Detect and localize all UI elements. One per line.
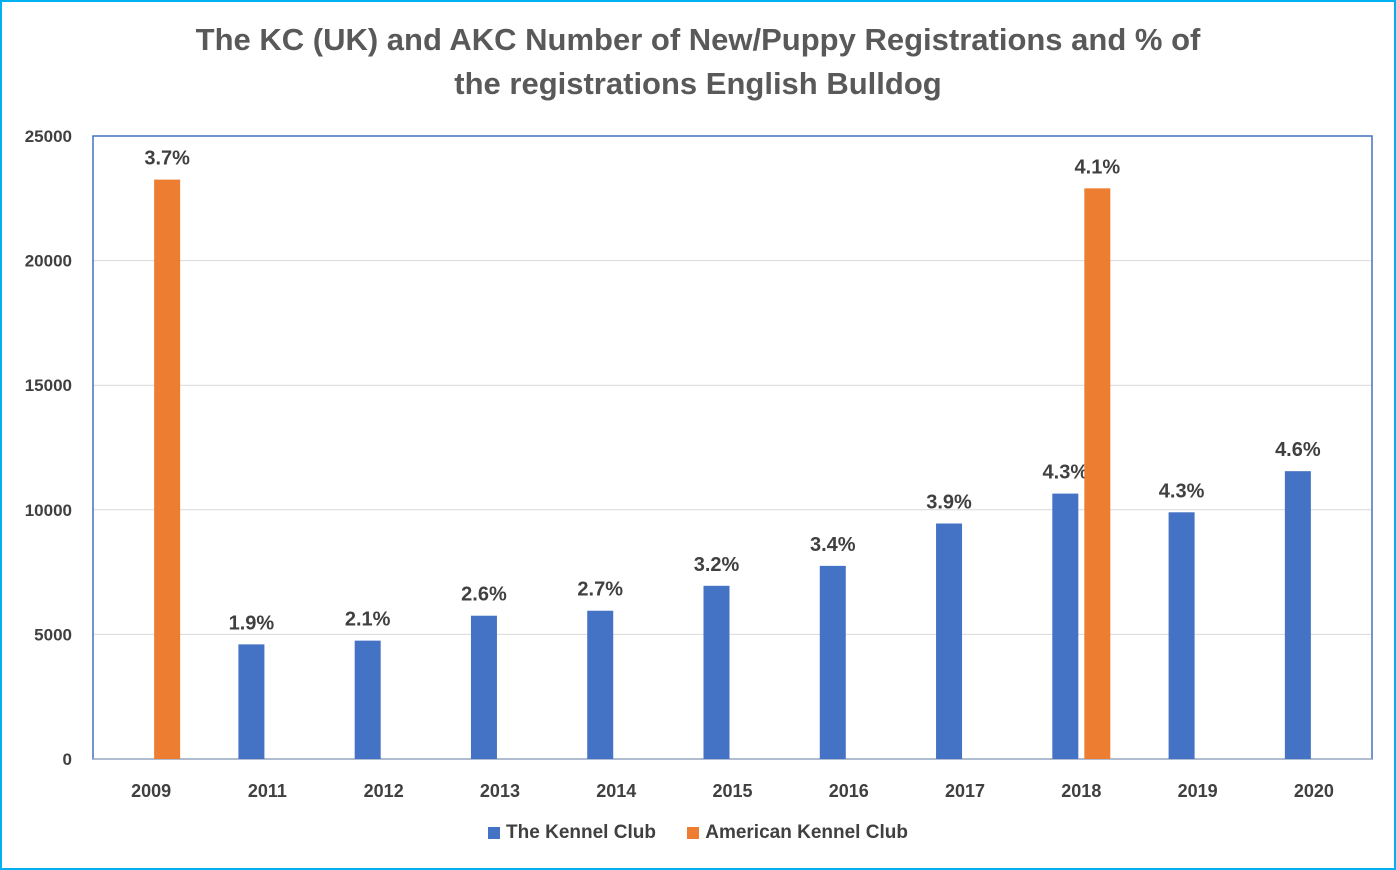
y-tick-label: 5000	[34, 625, 72, 644]
bar	[703, 585, 730, 759]
legend-label-american-kennel-club: American Kennel Club	[705, 822, 908, 843]
bar	[1052, 493, 1079, 759]
bar	[819, 565, 846, 759]
bar	[1284, 471, 1311, 759]
data-label: 4.6%	[1275, 439, 1321, 461]
x-tick-label: 2018	[1061, 781, 1101, 801]
x-tick-label: 2017	[945, 781, 985, 801]
legend-item-kennel-club: The Kennel Club	[488, 822, 656, 844]
legend-label-kennel-club: The Kennel Club	[506, 822, 656, 843]
data-label: 3.7%	[144, 148, 190, 170]
bar	[936, 523, 963, 759]
chart-legend: The Kennel Club American Kennel Club	[0, 822, 1396, 845]
data-label: 4.3%	[1043, 462, 1089, 484]
bar	[154, 179, 181, 760]
chart-title-line-1: The KC (UK) and AKC Number of New/Puppy …	[195, 22, 1201, 57]
chart-title: The KC (UK) and AKC Number of New/Puppy …	[0, 18, 1396, 106]
x-tick-label: 2015	[712, 781, 752, 801]
x-tick-label: 2014	[596, 781, 636, 801]
y-tick-label: 25000	[25, 127, 72, 146]
bar	[587, 610, 614, 759]
data-label: 4.1%	[1075, 156, 1121, 178]
legend-swatch-kennel-club	[488, 827, 501, 839]
data-label: 2.7%	[577, 579, 623, 601]
bar	[1084, 188, 1111, 759]
data-label: 2.6%	[461, 584, 507, 606]
data-label: 4.3%	[1159, 480, 1205, 502]
x-tick-label: 2019	[1178, 781, 1218, 801]
x-tick-label: 2009	[131, 781, 171, 801]
bar	[1168, 512, 1195, 759]
data-label: 1.9%	[229, 612, 275, 634]
y-tick-label: 0	[63, 750, 72, 769]
data-label: 3.2%	[694, 554, 740, 576]
chart-title-line-2: the registrations English Bulldog	[454, 66, 942, 101]
bar	[238, 644, 265, 759]
y-tick-label: 20000	[25, 252, 72, 271]
data-label: 3.4%	[810, 534, 856, 556]
legend-item-american-kennel-club: American Kennel Club	[687, 822, 908, 844]
x-tick-label: 2013	[480, 781, 520, 801]
data-label: 2.1%	[345, 609, 391, 631]
y-tick-label: 10000	[25, 501, 72, 520]
y-tick-label: 15000	[25, 376, 72, 395]
bar	[354, 640, 381, 759]
legend-swatch-american-kennel-club	[687, 827, 700, 839]
x-tick-label: 2020	[1294, 781, 1334, 801]
x-tick-label: 2011	[248, 781, 287, 801]
bar	[470, 615, 497, 759]
x-tick-label: 2012	[364, 781, 404, 801]
x-tick-label: 2016	[829, 781, 869, 801]
data-label: 3.9%	[926, 492, 972, 514]
